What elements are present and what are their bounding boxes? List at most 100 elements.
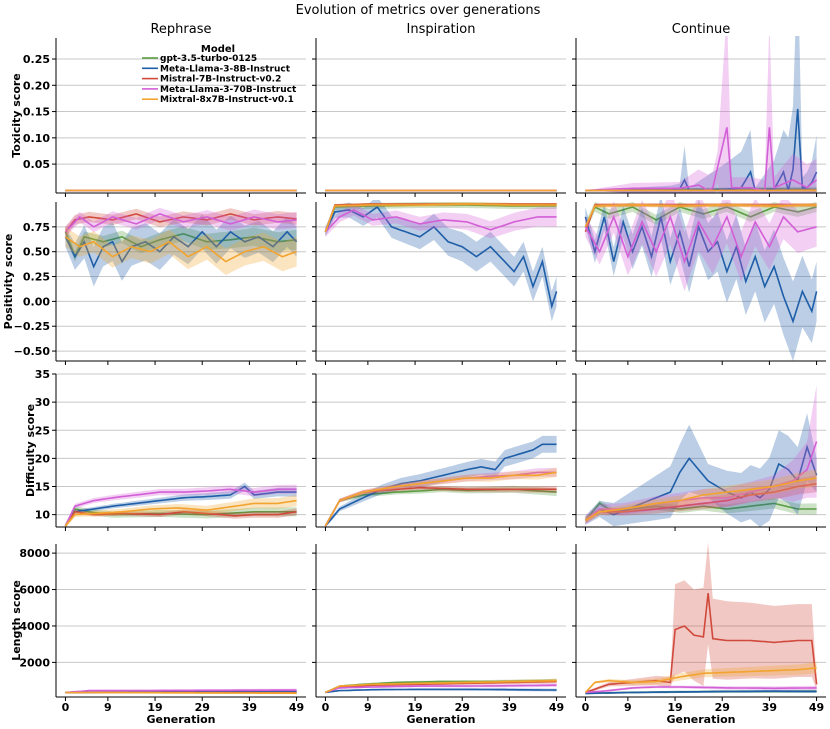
- plot-area: [584, 542, 818, 695]
- panel-toxicity-score-rephrase: 0.05 0.10 0.15 0.20 0.25: [23, 38, 306, 197]
- y-tick-label: 30: [35, 396, 51, 409]
- series-line-mixtral-8x7b-instruct-v0-1: [65, 691, 297, 694]
- series-line-meta-llama-3-8b-instruct: [325, 688, 557, 694]
- band-meta-llama-3-70b-instruct: [585, 36, 817, 193]
- legend-title: Model: [201, 44, 235, 55]
- x-tick-label: 49: [289, 701, 304, 714]
- x-tick-label: 39: [502, 701, 517, 714]
- series-line-mixtral-8x7b-instruct-v0-1: [64, 236, 297, 263]
- panel-toxicity-score-continue: [572, 36, 826, 197]
- y-tick-label: 0.15: [23, 106, 50, 119]
- plot-area: [65, 688, 297, 695]
- column-title-inspiration: Inspiration: [407, 22, 476, 37]
- series-line-meta-llama-3-8b-instruct: [585, 690, 817, 695]
- band-meta-llama-3-8b-instruct: [585, 36, 817, 193]
- y-tick-label: 20: [35, 452, 51, 465]
- series-line-meta-llama-3-70b-instruct: [584, 214, 817, 265]
- y-tick-label: −0.50: [14, 345, 51, 358]
- series-line-meta-llama-3-8b-instruct: [324, 205, 558, 310]
- figure-title: Evolution of metrics over generations: [296, 3, 541, 18]
- legend-label-gpt-3-5-turbo-0125: gpt-3.5-turbo-0125: [160, 54, 257, 64]
- y-axis-label-difficulty-score: Difficulty score: [24, 404, 37, 497]
- legend-label-meta-llama-3-70b-instruct: Meta-Llama-3-70B-Instruct: [160, 85, 297, 95]
- y-tick-label: 35: [35, 368, 50, 381]
- band-meta-llama-3-70b-instruct: [65, 484, 297, 527]
- band-gpt-3-5-turbo-0125: [65, 226, 297, 262]
- plot-area: [585, 36, 818, 193]
- band-meta-llama-3-8b-instruct: [65, 482, 297, 527]
- series-line-meta-llama-3-70b-instruct: [324, 209, 557, 233]
- y-tick-label: 0.25: [23, 271, 50, 284]
- legend-label-meta-llama-3-8b-instruct: Meta-Llama-3-8B-Instruct: [160, 64, 291, 74]
- plot-area: [324, 200, 558, 322]
- band-mistral-7b-instruct-v0-2: [585, 475, 817, 524]
- series-line-meta-llama-3-70b-instruct: [585, 127, 818, 192]
- series-line-mistral-7b-instruct-v0-2: [585, 593, 818, 694]
- legend: Modelgpt-3.5-turbo-0125Meta-Llama-3-8B-I…: [142, 44, 297, 105]
- series-line-meta-llama-3-70b-instruct: [325, 684, 557, 694]
- series-line-mixtral-8x7b-instruct-v0-1: [584, 204, 817, 228]
- band-mixtral-8x7b-instruct-v0-1: [65, 494, 297, 527]
- x-tick-label: 29: [455, 701, 470, 714]
- panel-length-score-inspiration: 0 9 19 29 39 49 Generation: [312, 544, 566, 726]
- plot-area: [64, 207, 298, 287]
- plot-area: [64, 482, 297, 527]
- y-tick-label: 0.20: [23, 79, 50, 92]
- x-tick-label: 49: [809, 701, 824, 714]
- series-line-mistral-7b-instruct-v0-2: [64, 510, 297, 527]
- x-tick-label: 49: [549, 701, 564, 714]
- band-meta-llama-3-70b-instruct: [325, 204, 557, 239]
- x-tick-label: 39: [242, 701, 257, 714]
- series-line-meta-llama-3-8b-instruct: [584, 444, 818, 521]
- y-tick-label: 0.05: [23, 158, 50, 171]
- legend-label-mixtral-8x7b-instruct-v0-1: Mixtral-8x7B-Instruct-v0.1: [160, 95, 294, 105]
- plot-area: [324, 435, 557, 527]
- x-tick-label: 0: [322, 701, 330, 714]
- plot-area: [584, 385, 818, 527]
- panel-positivity-score-rephrase: −0.50 −0.25 0.00 0.25 0.50 0.75: [14, 202, 306, 365]
- series-line-mixtral-8x7b-instruct-v0-1: [324, 471, 557, 527]
- series-line-mistral-7b-instruct-v0-2: [325, 680, 557, 694]
- y-tick-label: 0.25: [23, 53, 50, 66]
- plot-area: [325, 678, 557, 694]
- y-tick-label: −0.25: [14, 320, 50, 333]
- band-meta-llama-3-8b-instruct: [585, 413, 817, 527]
- panel-positivity-score-continue: [572, 200, 826, 365]
- x-tick-label: 19: [407, 701, 422, 714]
- series-line-meta-llama-3-8b-instruct: [64, 230, 298, 269]
- band-mistral-7b-instruct-v0-2: [585, 542, 817, 694]
- panel-difficulty-score-continue: [572, 373, 826, 531]
- series-line-gpt-3-5-turbo-0125: [584, 205, 817, 228]
- x-axis-label: Generation: [146, 713, 215, 726]
- x-tick-label: 0: [62, 701, 70, 714]
- y-tick-label: 4000: [19, 620, 50, 633]
- x-tick-label: 9: [364, 701, 372, 714]
- series-line-meta-llama-3-8b-instruct: [584, 216, 818, 324]
- x-axis-label: Generation: [666, 713, 735, 726]
- band-meta-llama-3-70b-instruct: [65, 207, 297, 237]
- panel-positivity-score-inspiration: [312, 200, 566, 365]
- column-title-continue: Continue: [672, 22, 730, 37]
- band-mixtral-8x7b-instruct-v0-1: [585, 662, 817, 694]
- y-axis-label-positivity-score: Positivity score: [2, 234, 15, 330]
- y-tick-label: 25: [35, 424, 50, 437]
- series-line-meta-llama-3-70b-instruct: [585, 686, 817, 694]
- y-tick-label: 8000: [19, 547, 50, 560]
- x-tick-label: 39: [762, 701, 777, 714]
- column-title-rephrase: Rephrase: [150, 22, 211, 37]
- band-gpt-3-5-turbo-0125: [585, 202, 817, 232]
- series-line-mixtral-8x7b-instruct-v0-1: [584, 667, 817, 693]
- panels: 0.050.100.150.200.25−0.50−0.250.000.250.…: [14, 36, 826, 726]
- panel-length-score-continue: 0 9 19 29 39 49 Generation: [572, 542, 826, 726]
- series-line-mixtral-8x7b-instruct-v0-1: [324, 203, 557, 233]
- series-line-meta-llama-3-70b-instruct: [64, 213, 297, 233]
- series-line-meta-llama-3-70b-instruct: [64, 488, 297, 527]
- panel-difficulty-score-inspiration: [312, 373, 566, 531]
- x-tick-label: 19: [147, 701, 162, 714]
- y-tick-label: 2000: [19, 656, 50, 669]
- y-axis-label-toxicity-score: Toxicity score: [10, 73, 23, 158]
- y-tick-label: 6000: [19, 584, 50, 597]
- y-axis-label-length-score: Length score: [10, 580, 23, 661]
- band-mixtral-8x7b-instruct-v0-1: [325, 467, 557, 527]
